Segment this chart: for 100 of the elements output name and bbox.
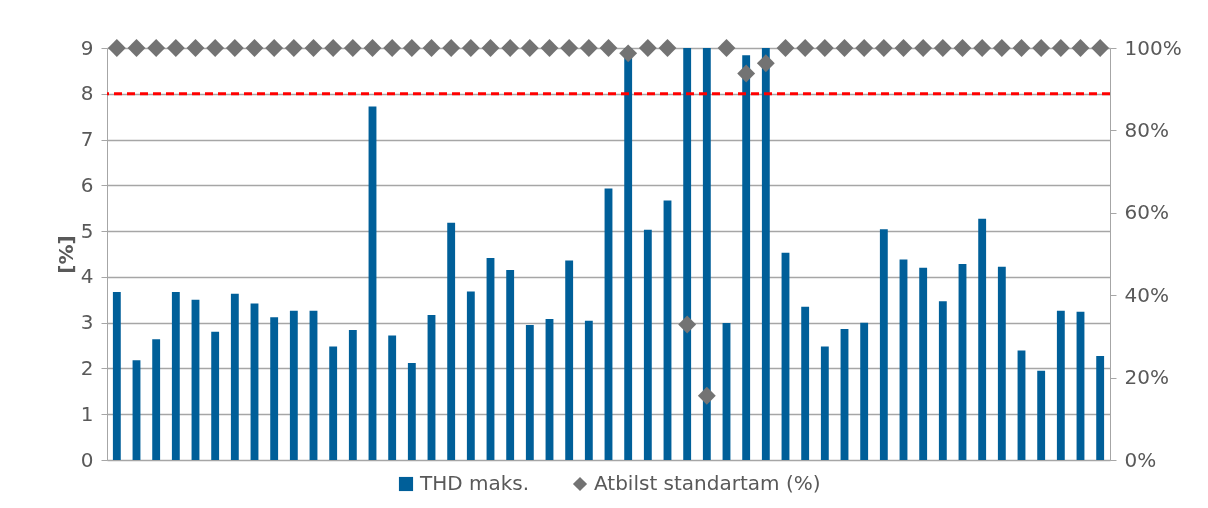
point [914,39,933,57]
point [835,39,854,57]
bar [466,291,475,460]
bar [997,266,1006,460]
point [383,39,402,57]
bar [171,292,180,460]
point [894,39,913,57]
point [678,315,697,334]
bar [407,362,416,460]
point [717,39,736,57]
point [874,39,893,57]
bar [978,218,987,460]
point [127,39,146,57]
bar [860,322,869,460]
point [186,39,205,57]
y-tick-label: 7 [80,127,94,152]
point [953,39,972,57]
y-tick-label: 5 [80,218,94,243]
bar [447,222,456,460]
point [1032,39,1051,57]
bar [112,292,121,460]
point [855,39,874,57]
point [737,64,756,83]
y-tick-label: 6 [80,172,94,197]
point [815,39,834,57]
y2-tick-label: 0% [1124,447,1157,472]
bar [761,48,770,460]
y-tick-label: 1 [80,401,94,426]
point [619,44,638,63]
point [697,386,716,405]
bar [329,346,338,460]
bar [683,48,692,460]
bar [525,324,534,460]
bar [801,306,810,460]
point [461,39,480,57]
legend-label: THD maks. [419,471,530,495]
bar [820,346,829,460]
point [1051,39,1070,57]
point [599,39,618,57]
legend-label: Atbilst standartam (%) [594,471,821,495]
point [107,39,126,57]
y2-tick-label: 20% [1124,365,1169,390]
point [1012,39,1031,57]
y2-tick-label: 40% [1124,282,1169,307]
point [402,39,421,57]
point [973,39,992,57]
point [324,39,343,57]
y2-tick-label: 100% [1124,35,1182,60]
point [540,39,559,57]
y-tick-label: 8 [80,81,94,106]
point [363,39,382,57]
point [520,39,539,57]
bar [742,55,751,460]
bar [584,320,593,460]
bar [388,335,397,460]
y-tick-label: 3 [80,310,94,335]
point [560,39,579,57]
bar [702,48,711,460]
point [933,39,952,57]
point [304,39,323,57]
point [501,39,520,57]
point [1071,39,1090,57]
point [579,39,598,57]
y-tick-label: 9 [80,35,94,60]
point [206,39,225,57]
point [442,39,461,57]
point [756,54,775,73]
bar [1096,356,1105,460]
point [166,39,185,57]
point [245,39,264,57]
bar [643,229,652,460]
y-tick-label: 0 [80,447,94,472]
bar [211,331,220,460]
bar [289,310,298,460]
bar [1056,310,1065,460]
bar [879,229,888,460]
point [796,39,815,57]
bar [506,270,515,460]
point [776,39,795,57]
point [658,39,677,57]
y2-tick-label: 80% [1124,117,1169,142]
bar [938,301,947,460]
point [422,39,441,57]
bar [230,293,239,460]
bar [152,339,161,460]
point [284,39,303,57]
point [638,39,657,57]
y-axis-title: [%] [53,235,78,274]
point [225,39,244,57]
y2-tick-label: 60% [1124,200,1169,225]
bar [348,329,357,460]
point [1091,39,1110,57]
point [265,39,284,57]
y-tick-label: 4 [80,264,94,289]
point [147,39,166,57]
bar [1037,370,1046,460]
point [343,39,362,57]
point [992,39,1011,57]
bar [919,267,928,460]
point [481,39,500,57]
